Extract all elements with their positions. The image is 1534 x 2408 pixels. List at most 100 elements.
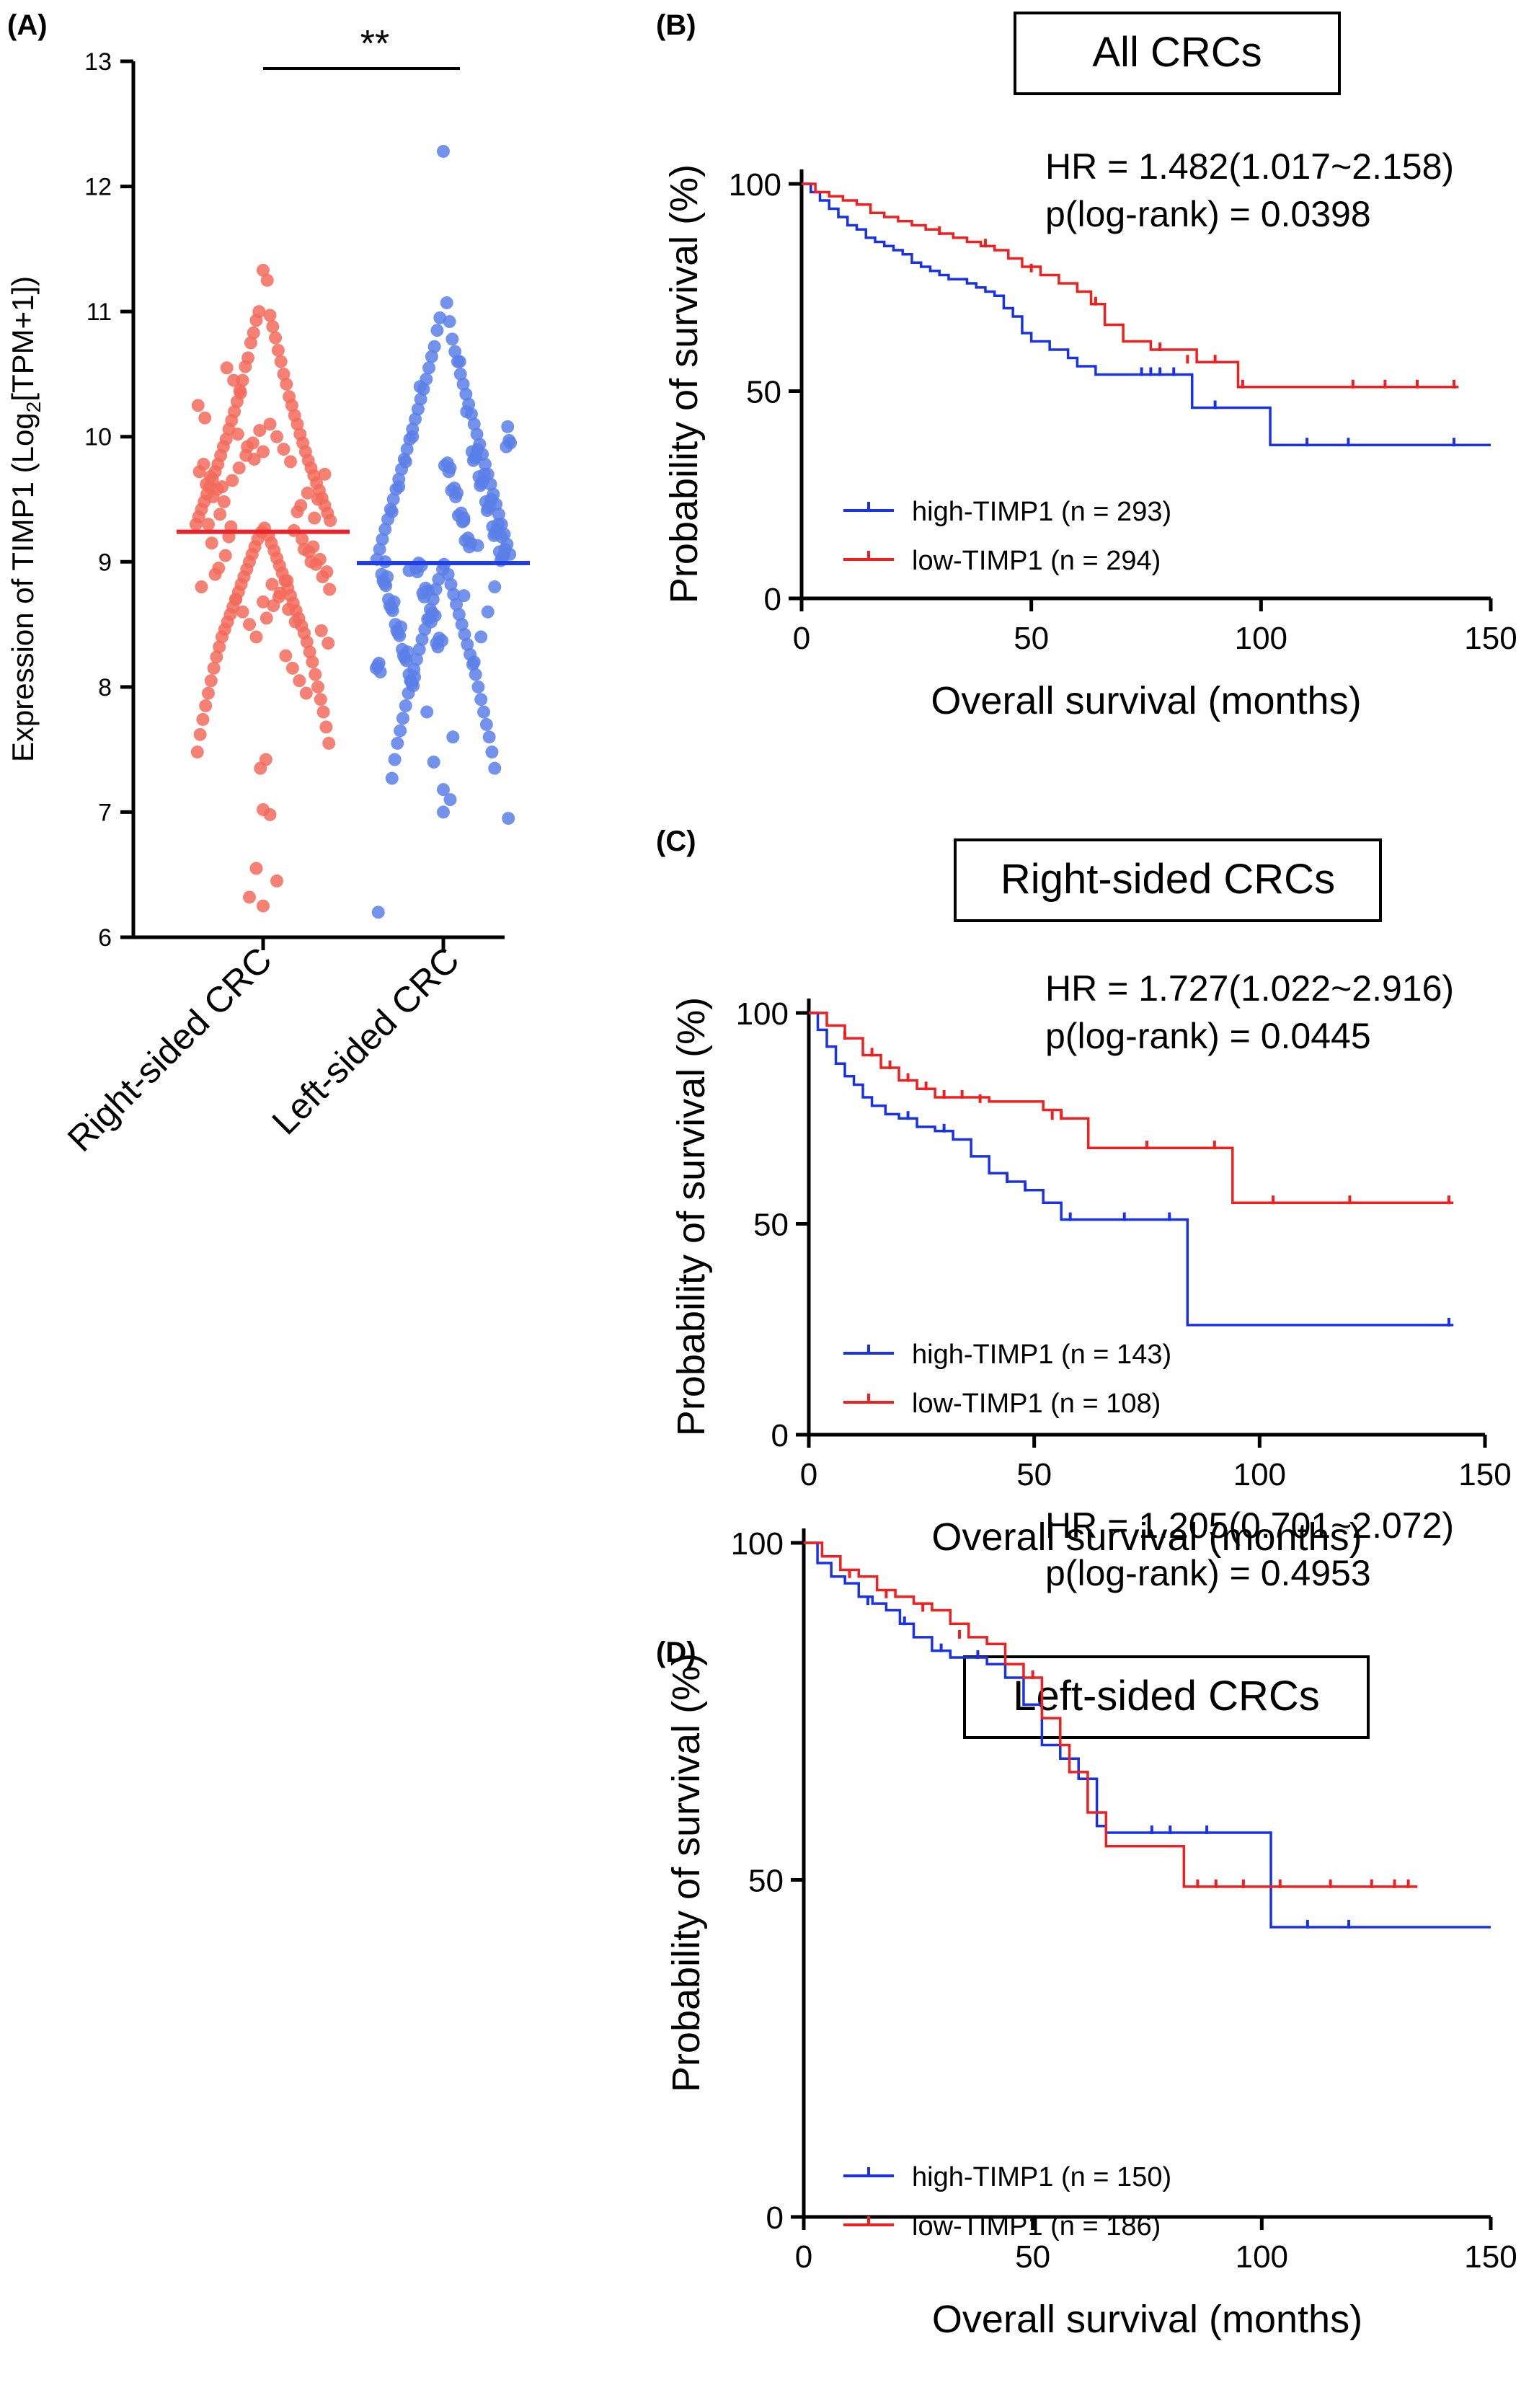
chart-title: All CRCs bbox=[1092, 29, 1262, 76]
panel-a-point bbox=[318, 467, 332, 481]
panel-a-point bbox=[371, 906, 385, 919]
panel-a-point bbox=[195, 580, 208, 593]
panel-a-point bbox=[277, 443, 291, 456]
panel-a-point bbox=[311, 680, 324, 694]
panel-a-point bbox=[458, 627, 471, 641]
km-x-tick-label: 100 bbox=[1235, 621, 1287, 656]
panel-a-point bbox=[413, 380, 427, 394]
km-x-tick-label: 150 bbox=[1458, 1457, 1511, 1492]
km-curve-low bbox=[804, 1541, 1418, 1888]
panel-a-point bbox=[480, 504, 494, 518]
panel-a-point bbox=[269, 331, 283, 345]
panel-a-point bbox=[260, 611, 273, 625]
panel-a-point bbox=[502, 812, 515, 825]
panel-a-point bbox=[300, 635, 314, 649]
panel-a-point bbox=[203, 470, 217, 484]
panel-a-point bbox=[277, 367, 291, 381]
panel-a-point bbox=[402, 564, 416, 577]
panel-a-point bbox=[288, 615, 302, 629]
category-label-left: Left-sided CRC bbox=[264, 939, 466, 1142]
panel-a-point bbox=[227, 373, 241, 387]
title-box bbox=[1014, 12, 1341, 95]
panel-a-point bbox=[406, 430, 420, 443]
panel-a-point bbox=[399, 654, 413, 668]
panel-a-point bbox=[455, 618, 469, 632]
panel-a-point bbox=[217, 495, 231, 508]
panel-a-point bbox=[285, 399, 298, 412]
panel-a-point bbox=[207, 661, 221, 675]
km-y-label: Probability of survival (%) bbox=[665, 1653, 708, 2092]
hr-annotation: HR = 1.727(1.022~2.916) bbox=[1045, 968, 1454, 1009]
panel-a-point bbox=[213, 508, 227, 521]
panel-a-point bbox=[293, 674, 306, 688]
panel-a-point bbox=[467, 417, 481, 431]
panel-a-point bbox=[425, 350, 438, 363]
km-panel-b: (B) All CRCs HR = 1.482(1.017~2.158) p(log-… bbox=[656, 9, 1517, 722]
panel-a-point bbox=[198, 411, 212, 425]
panel-a-point bbox=[323, 583, 337, 596]
panel-a-point bbox=[437, 144, 450, 158]
km-x-label: Overall survival (months) bbox=[931, 1515, 1362, 1559]
panel-a-point bbox=[446, 730, 460, 744]
legend-label: low-TIMP1 (n = 108) bbox=[912, 1389, 1161, 1419]
panel-a-point bbox=[257, 899, 270, 913]
km-curve-low bbox=[802, 182, 1459, 389]
panel-a-y-tick-label: 9 bbox=[98, 549, 112, 576]
panel-a-point bbox=[427, 756, 440, 769]
panel-a-point bbox=[385, 505, 399, 518]
km-x-label: Overall survival (months) bbox=[931, 679, 1361, 722]
legend-label: low-TIMP1 (n = 294) bbox=[912, 546, 1161, 576]
panel-a-point bbox=[482, 730, 496, 744]
km-y-tick-label: 100 bbox=[729, 167, 781, 203]
panel-a-point bbox=[271, 343, 285, 357]
panel-a-point bbox=[306, 655, 319, 669]
legend-label: high-TIMP1 (n = 293) bbox=[912, 497, 1171, 527]
panel-a-point bbox=[210, 482, 224, 496]
panel-a-y-tick-label: 10 bbox=[84, 424, 112, 451]
panel-a-point bbox=[469, 668, 482, 681]
panel-a-point bbox=[266, 319, 280, 333]
panel-a-point bbox=[316, 570, 329, 584]
panel-a-point bbox=[443, 315, 456, 329]
km-curve-high bbox=[809, 1012, 1454, 1327]
panel-a-point bbox=[263, 807, 277, 821]
panel-a-point bbox=[409, 412, 422, 426]
panel-a-points bbox=[189, 144, 518, 919]
km-y-tick-label: 0 bbox=[771, 1418, 789, 1453]
panel-a-point bbox=[430, 324, 444, 337]
legend-label: high-TIMP1 (n = 143) bbox=[912, 1340, 1171, 1370]
km-x-tick-label: 150 bbox=[1464, 2239, 1517, 2275]
panel-a-point bbox=[243, 618, 256, 632]
panel-a-y-tick-label: 12 bbox=[84, 174, 112, 201]
panel-a-point bbox=[322, 637, 335, 650]
km-y-tick-label: 0 bbox=[766, 2200, 784, 2236]
km-curve-high bbox=[802, 182, 1491, 446]
panel-a-point bbox=[301, 486, 314, 500]
panel-a-point bbox=[324, 514, 337, 528]
panel-a-point bbox=[205, 536, 218, 550]
panel-a-y-tick-label: 11 bbox=[87, 298, 112, 326]
panel-letter: (D) bbox=[656, 1637, 696, 1668]
panel-a-point bbox=[285, 661, 299, 675]
panel-a-y-tick-label: 6 bbox=[98, 924, 112, 952]
panel-a-point bbox=[461, 637, 474, 651]
km-y-tick-label: 0 bbox=[764, 582, 781, 617]
panel-a-point bbox=[448, 481, 461, 495]
panel-a-point bbox=[282, 603, 296, 616]
panel-a-point bbox=[191, 399, 205, 412]
panel-a-point bbox=[232, 461, 246, 475]
panel-a-y-tick-label: 7 bbox=[98, 799, 112, 826]
panel-a-point bbox=[488, 761, 502, 775]
panel-a-point bbox=[378, 523, 392, 536]
panel-a-point bbox=[303, 645, 316, 659]
km-y-tick-label: 50 bbox=[748, 1864, 784, 1899]
km-x-tick-label: 150 bbox=[1464, 621, 1517, 656]
title-box bbox=[954, 838, 1382, 922]
panel-a-point bbox=[193, 727, 207, 741]
panel-a-point bbox=[190, 745, 204, 759]
panel-a-point bbox=[457, 589, 471, 603]
panel-a-point bbox=[386, 603, 399, 617]
panel-a-point bbox=[319, 720, 333, 734]
panel-a-point bbox=[440, 296, 453, 309]
panel-a-point bbox=[457, 514, 471, 528]
